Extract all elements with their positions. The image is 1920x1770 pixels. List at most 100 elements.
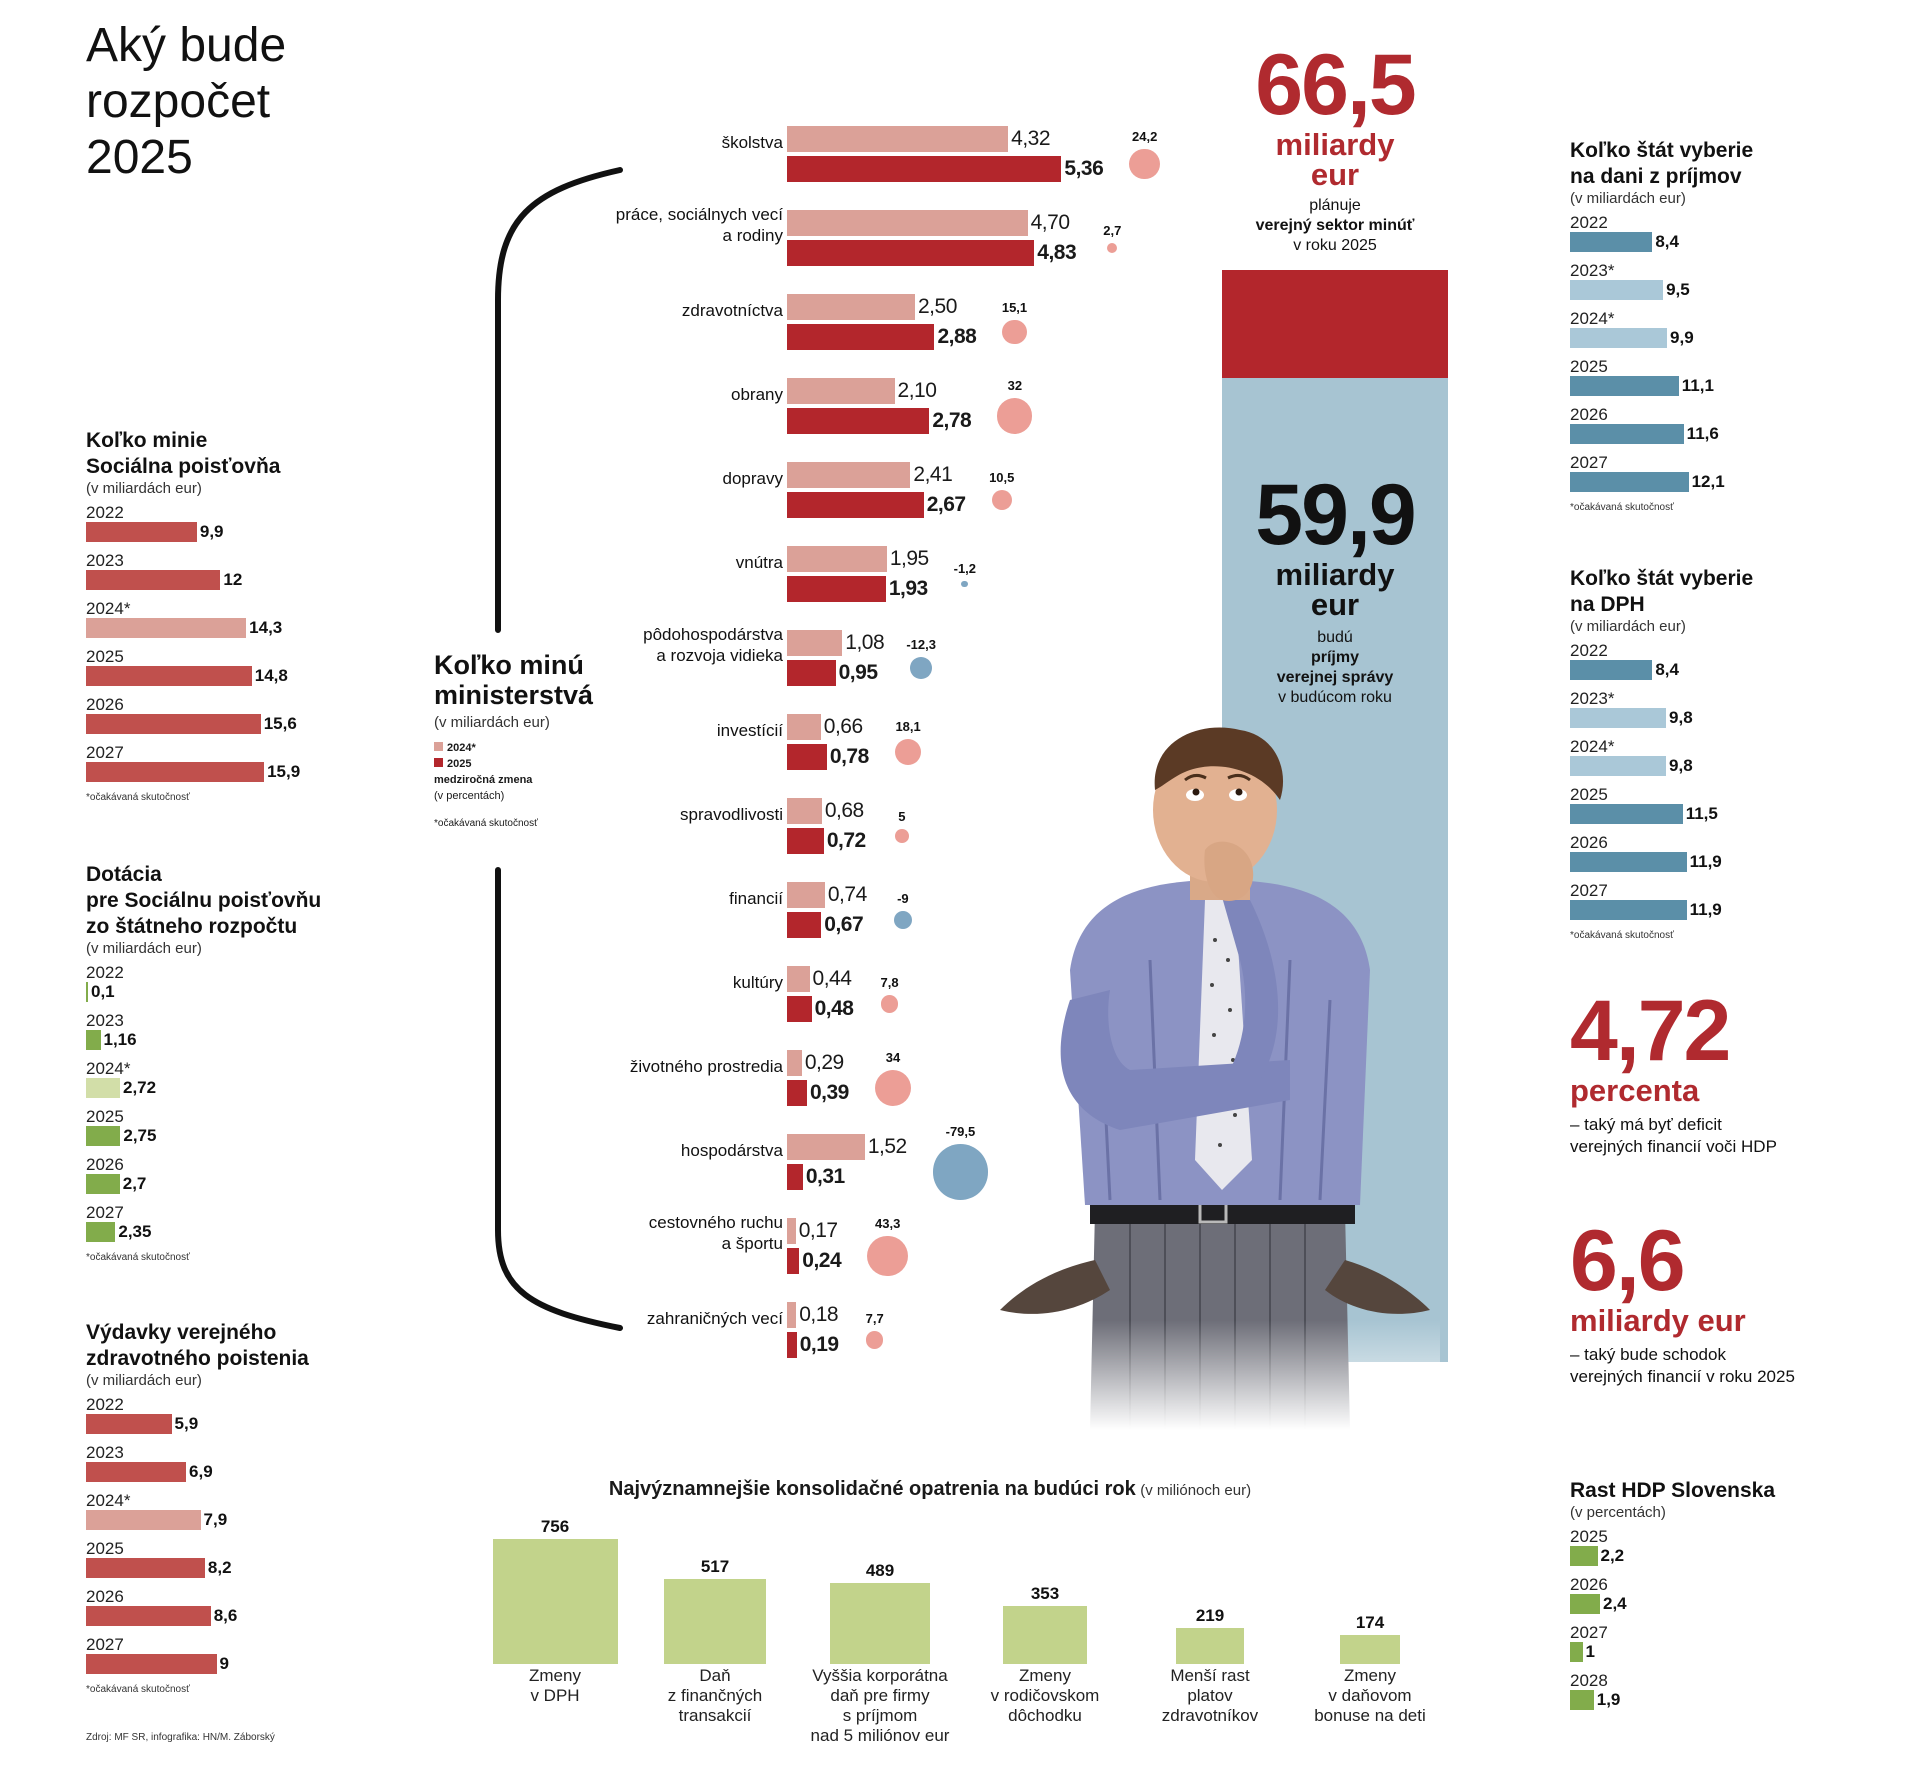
ministry-change-circle [866,1331,884,1349]
panel_vat-bar [1570,708,1667,728]
ministry-value-2024: 0,17 [798,1219,838,1242]
panel-zdravotne-poistenie: Výdavky verejného zdravotného poistenia (… [86,1320,386,1710]
ministry-bar-2024 [787,966,810,992]
panel_zdr-value: 8,6 [213,1606,238,1625]
ministry-change-label: 34 [885,1049,901,1065]
panel_income_tax-bar [1570,328,1668,348]
panel_soc-year: 2027 [86,743,124,762]
ministry-bar-2025 [787,156,1062,182]
ministry-change-label: -79,5 [945,1124,976,1140]
measure-value: 174 [1355,1613,1385,1633]
legend-2024-swatch [434,742,443,751]
revenue-l1: budú [1317,629,1353,646]
panel_soc-year: 2025 [86,647,124,666]
ministry-name: obrany [731,385,783,404]
panel_soc-value: 9,9 [199,522,224,541]
measure-bar [830,1583,930,1664]
panel_vat-unit: (v miliardách eur) [1570,618,1686,635]
panel_dot-value: 2,35 [118,1222,152,1241]
panel_zdr-bar [86,1462,187,1482]
ministry-change-circle [893,910,913,930]
ministry-value-2024: 1,08 [845,631,885,654]
panel_vat-year: 2025 [1570,785,1608,804]
ministry-bar-2025 [787,408,930,434]
ministry-change-circle [1129,148,1160,180]
ministry-change-label: -1,2 [953,560,977,576]
panel_dot-bar [86,982,88,1002]
ministry-name: dopravy [722,469,783,488]
panel_soc-year: 2022 [86,503,124,522]
panel_gdp-year: 2028 [1570,1671,1608,1690]
panel-dotacia: Dotácia pre Sociálnu poisťovňu zo štátne… [86,862,386,1272]
measure-value: 517 [700,1556,730,1576]
panel_zdr-year: 2024* [86,1491,131,1510]
ministry-value-2025: 2,67 [926,493,966,516]
deficit-bar [1222,270,1448,378]
ministry-change-label: 32 [1007,378,1023,394]
deficit-text: – taký má byť deficit verejných financií… [1570,1115,1777,1156]
panel_income_tax-bar [1570,280,1664,300]
ministry-name: cestovného ruchu a športu [648,1213,783,1253]
measures-unit: (v miliónoch eur) [1140,1482,1252,1499]
panel_vat-year: 2026 [1570,833,1608,852]
panel_dot-year: 2023 [86,1011,124,1030]
ministry-value-2024: 0,66 [823,715,863,738]
panel_zdr-bar [86,1654,217,1674]
panel_vat-bar [1570,756,1667,776]
panel_vat-value: 9,8 [1669,708,1693,727]
ministry-name: školstva [721,133,783,152]
ministry-change-label: 2,7 [1103,222,1122,238]
panel_soc-year: 2026 [86,695,124,714]
ministry-bar-2025 [787,1332,797,1358]
panel_gdp-bar [1570,1594,1600,1614]
ministry-value-2024: 4,70 [1030,211,1070,234]
panel_gdp-value: 1 [1585,1642,1595,1661]
panel_vat-year: 2022 [1570,641,1608,660]
ministry-bar-2024 [787,294,915,320]
ministry-change-circle [910,657,933,679]
ministry-name: investícií [716,721,783,740]
panel_dot-year: 2022 [86,963,124,982]
ministry-bar-2025 [787,912,822,938]
panel_income_tax-title: Koľko štát vyberie na dani z príjmov [1570,139,1754,188]
panel_vat-value: 11,9 [1689,900,1722,919]
ministry-value-2025: 2,78 [932,409,972,432]
panel_dot-year: 2025 [86,1107,124,1126]
measure-bar [1340,1635,1400,1664]
panel_soc-title: Koľko minie Sociálna poisťovňa [86,429,281,478]
panel_gdp-unit: (v percentách) [1570,1504,1666,1521]
panel_zdr-bar [86,1414,172,1434]
panel_zdr-bar [86,1558,205,1578]
panel_gdp-bar [1570,1642,1583,1662]
panel_vat-year: 2027 [1570,881,1608,900]
ministry-bar-2025 [787,240,1035,266]
ministry-bar-2025 [787,576,886,602]
ministry-change-circle [867,1235,909,1277]
panel_income_tax-year: 2023* [1570,261,1615,280]
ministry-value-2024: 2,41 [913,463,953,486]
ministry-name: zdravotníctva [681,301,783,320]
ministry-change-label: -9 [897,890,909,906]
panel_vat-year: 2024* [1570,737,1615,756]
panel_dot-bar [86,1030,101,1050]
ministries-chart: školstva 4,32 5,36 24,2 práce, sociálnych ve… [520,118,1180,1368]
ministry-value-2025: 0,39 [809,1081,849,1104]
ministry-value-2025: 0,48 [814,997,854,1020]
ministry-bar-2025 [787,660,836,686]
panel_income_tax-year: 2022 [1570,213,1608,232]
ministry-name: práce, sociálnych vecí a rodiny [615,205,783,245]
source-credit: Zdroj: MF SR, infografika: HN/M. Záborsk… [86,1732,275,1743]
ministry-bar-2024 [787,210,1028,236]
panel_income_tax-value: 11,6 [1686,424,1719,443]
ministry-bar-2024 [787,1302,797,1328]
page-title: Aký bude rozpočet 2025 [86,19,287,184]
measure-label: Zmeny v rodičovskom dôchodku [990,1666,1100,1725]
ministry-bar-2024 [787,546,887,572]
ministry-change-label: 43,3 [875,1215,901,1231]
legend-2024: 2024* [434,740,634,756]
panel_vat-note: *očakávaná skutočnosť [1570,930,1674,941]
panel_zdr-value: 9 [219,1654,229,1673]
ministry-value-2025: 0,78 [829,745,869,768]
ministry-name: kultúry [732,973,783,992]
ministry-value-2024: 2,50 [918,295,957,318]
